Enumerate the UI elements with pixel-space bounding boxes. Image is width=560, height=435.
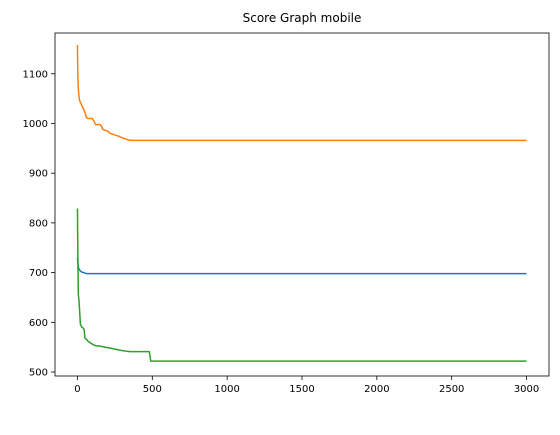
y-tick-label: 800	[29, 218, 48, 229]
x-tick-label: 500	[143, 384, 162, 395]
series-lines	[76, 44, 527, 362]
chart-title: Score Graph mobile	[243, 11, 362, 25]
x-tick-label: 0	[74, 384, 80, 395]
series-line-2	[76, 44, 527, 142]
y-tick-label: 500	[29, 368, 48, 379]
plot-frame	[54, 32, 550, 377]
x-axis: 0 500 1000 1500 2000 2500 3000	[74, 376, 539, 395]
series-line-1	[76, 257, 527, 275]
y-tick-label: 600	[29, 318, 48, 329]
y-axis: 500 600 700 800 900 1000 1100	[23, 69, 55, 379]
y-tick-label: 1000	[23, 119, 48, 130]
series-line-3	[76, 208, 527, 362]
y-tick-label: 1100	[23, 69, 48, 80]
x-tick-label: 2000	[364, 384, 389, 395]
y-tick-label: 700	[29, 268, 48, 279]
x-tick-label: 1000	[214, 384, 239, 395]
x-tick-label: 2500	[439, 384, 464, 395]
y-tick-label: 900	[29, 169, 48, 180]
x-tick-label: 1500	[289, 384, 314, 395]
x-tick-label: 3000	[514, 384, 539, 395]
